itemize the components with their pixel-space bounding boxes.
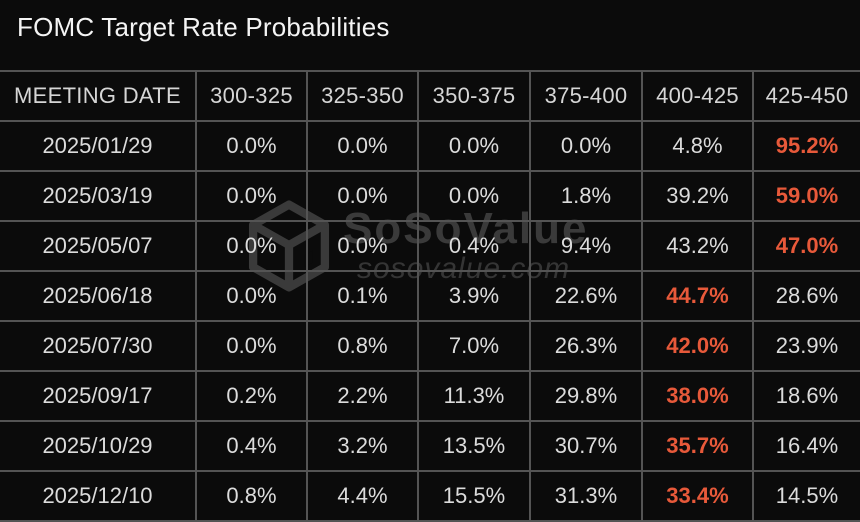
meeting-date-cell: 2025/03/19 — [0, 170, 197, 222]
table-body: 2025/01/29 0.0% 0.0% 0.0% 0.0% 4.8% 95.2% 2025/… — [0, 120, 860, 522]
meeting-date-cell: 2025/01/29 — [0, 120, 197, 172]
probability-cell: 42.0% — [641, 320, 754, 372]
column-header-375-400: 375-400 — [529, 70, 643, 122]
table-row: 2025/06/18 0.0% 0.1% 3.9% 22.6% 44.7% 28.6% — [0, 270, 860, 322]
probability-cell: 0.0% — [529, 120, 643, 172]
probability-cell: 4.4% — [306, 470, 419, 522]
table-row: 2025/07/30 0.0% 0.8% 7.0% 26.3% 42.0% 23.9% — [0, 320, 860, 372]
probability-cell: 13.5% — [417, 420, 531, 472]
title-bar: FOMC Target Rate Probabilities — [0, 0, 860, 70]
probability-cell: 0.0% — [417, 120, 531, 172]
probability-cell: 47.0% — [752, 220, 860, 272]
probability-cell: 35.7% — [641, 420, 754, 472]
probability-cell: 0.0% — [195, 120, 308, 172]
probability-cell: 4.8% — [641, 120, 754, 172]
meeting-date-cell: 2025/07/30 — [0, 320, 197, 372]
probability-cell: 0.2% — [195, 370, 308, 422]
meeting-date-cell: 2025/09/17 — [0, 370, 197, 422]
meeting-date-cell: 2025/05/07 — [0, 220, 197, 272]
page-title: FOMC Target Rate Probabilities — [17, 12, 390, 42]
probability-cell: 1.8% — [529, 170, 643, 222]
probability-cell: 14.5% — [752, 470, 860, 522]
column-header-300-325: 300-325 — [195, 70, 308, 122]
probability-cell: 95.2% — [752, 120, 860, 172]
probability-cell: 44.7% — [641, 270, 754, 322]
probability-cell: 0.0% — [195, 220, 308, 272]
probability-cell: 31.3% — [529, 470, 643, 522]
probability-cell: 39.2% — [641, 170, 754, 222]
probability-cell: 9.4% — [529, 220, 643, 272]
table-row: 2025/01/29 0.0% 0.0% 0.0% 0.0% 4.8% 95.2% — [0, 120, 860, 172]
table-row: 2025/03/19 0.0% 0.0% 0.0% 1.8% 39.2% 59.0% — [0, 170, 860, 222]
column-header-400-425: 400-425 — [641, 70, 754, 122]
probability-cell: 3.9% — [417, 270, 531, 322]
column-header-350-375: 350-375 — [417, 70, 531, 122]
table-header: MEETING DATE 300-325 325-350 350-375 375… — [0, 70, 860, 122]
probability-cell: 28.6% — [752, 270, 860, 322]
meeting-date-cell: 2025/06/18 — [0, 270, 197, 322]
probability-cell: 16.4% — [752, 420, 860, 472]
table-row: 2025/10/29 0.4% 3.2% 13.5% 30.7% 35.7% 16.4% — [0, 420, 860, 472]
probability-cell: 0.0% — [306, 170, 419, 222]
probabilities-table: MEETING DATE 300-325 325-350 350-375 375… — [0, 70, 860, 522]
probability-cell: 0.8% — [306, 320, 419, 372]
probability-cell: 23.9% — [752, 320, 860, 372]
probability-cell: 38.0% — [641, 370, 754, 422]
header-row: MEETING DATE 300-325 325-350 350-375 375… — [0, 70, 860, 122]
probability-cell: 33.4% — [641, 470, 754, 522]
table-row: 2025/09/17 0.2% 2.2% 11.3% 29.8% 38.0% 18.6% — [0, 370, 860, 422]
meeting-date-cell: 2025/10/29 — [0, 420, 197, 472]
probability-cell: 0.0% — [195, 170, 308, 222]
probability-cell: 7.0% — [417, 320, 531, 372]
column-header-325-350: 325-350 — [306, 70, 419, 122]
probability-cell: 0.1% — [306, 270, 419, 322]
probability-cell: 26.3% — [529, 320, 643, 372]
probability-cell: 0.4% — [417, 220, 531, 272]
column-header-meeting-date: MEETING DATE — [0, 70, 197, 122]
probability-cell: 22.6% — [529, 270, 643, 322]
probability-cell: 0.0% — [417, 170, 531, 222]
probability-cell: 18.6% — [752, 370, 860, 422]
probability-cell: 0.0% — [306, 220, 419, 272]
probability-cell: 15.5% — [417, 470, 531, 522]
table-row: 2025/05/07 0.0% 0.0% 0.4% 9.4% 43.2% 47.0% — [0, 220, 860, 272]
probability-cell: 3.2% — [306, 420, 419, 472]
probability-cell: 0.4% — [195, 420, 308, 472]
probability-cell: 2.2% — [306, 370, 419, 422]
column-header-425-450: 425-450 — [752, 70, 860, 122]
probability-cell: 0.0% — [195, 320, 308, 372]
probability-cell: 0.0% — [195, 270, 308, 322]
table-row: 2025/12/10 0.8% 4.4% 15.5% 31.3% 33.4% 14.5% — [0, 470, 860, 522]
probability-cell: 30.7% — [529, 420, 643, 472]
probability-cell: 0.0% — [306, 120, 419, 172]
probability-cell: 43.2% — [641, 220, 754, 272]
probability-cell: 59.0% — [752, 170, 860, 222]
meeting-date-cell: 2025/12/10 — [0, 470, 197, 522]
probability-cell: 0.8% — [195, 470, 308, 522]
probability-cell: 11.3% — [417, 370, 531, 422]
probability-cell: 29.8% — [529, 370, 643, 422]
